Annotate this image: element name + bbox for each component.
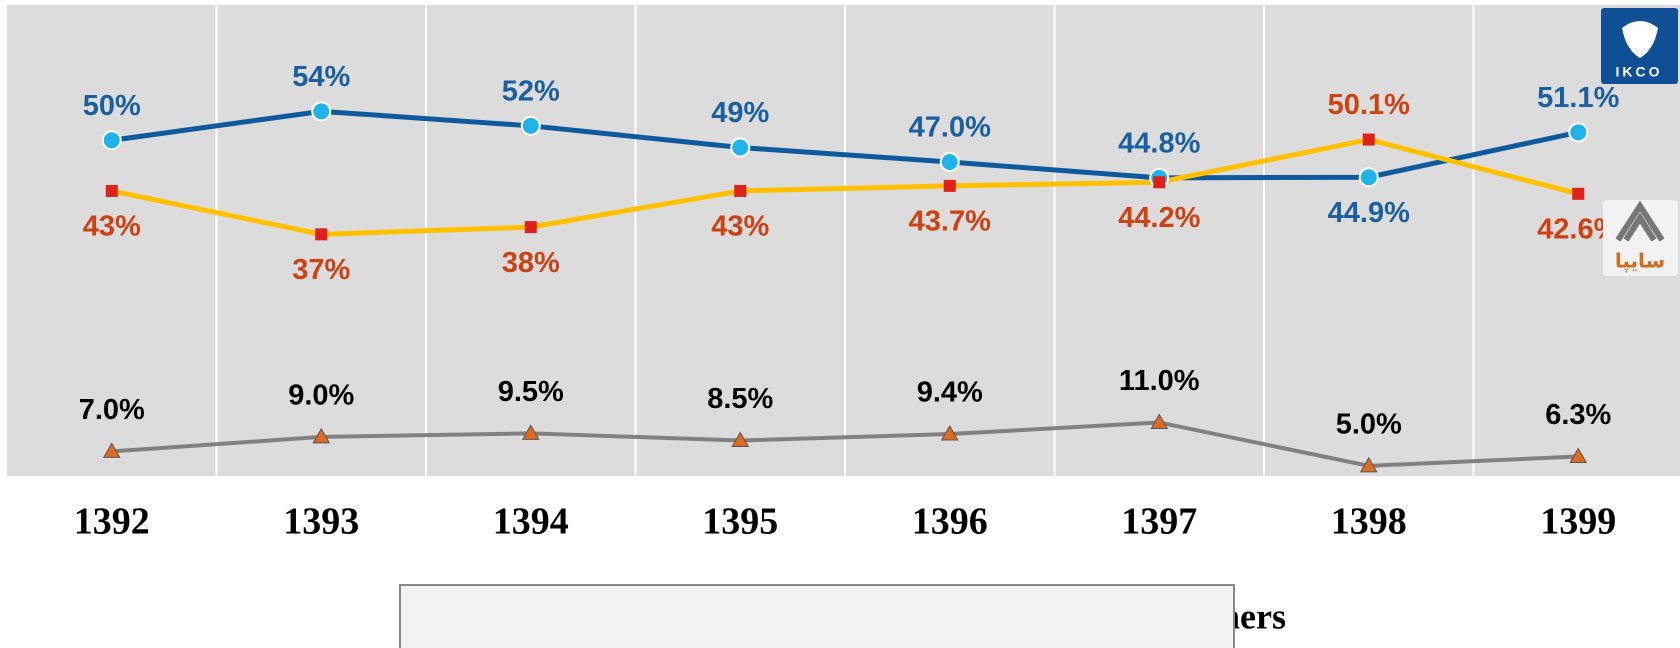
series-line [111,108,1579,181]
data-label: 43.7% [909,206,991,238]
marker [101,130,122,151]
marker [311,101,332,122]
data-label: 54% [292,61,350,93]
marker [731,431,750,448]
x-tick-label: 1395 [702,501,778,543]
marker [312,427,331,444]
marker [1569,447,1588,463]
marker [520,115,541,136]
x-tick-label: 1397 [1121,501,1197,543]
series-line [111,420,1579,468]
data-label: 9.4% [917,377,983,409]
marker [734,184,747,197]
marker [943,179,956,192]
data-label: 11.0% [1119,365,1200,397]
saipa-logo: سايپا [1603,200,1678,276]
data-label: 38% [502,247,560,279]
marker [102,442,121,458]
marker [1362,133,1375,146]
data-label: 50% [83,90,141,122]
data-label: 49% [711,97,769,129]
legend [399,584,1235,648]
data-label: 51.1% [1537,82,1619,114]
data-label: 44.8% [1118,128,1200,160]
x-tick-label: 1393 [283,501,359,543]
x-tick-label: 1398 [1331,501,1407,543]
marker [524,221,537,234]
data-label: 47.0% [909,112,991,144]
marker [1358,167,1379,188]
data-label: 43% [83,211,141,243]
x-tick-label: 1399 [1540,501,1616,543]
marker [521,424,540,440]
data-label: 44.9% [1328,197,1410,229]
logo-text: IKCO [1616,64,1663,80]
x-tick-label: 1396 [912,501,988,543]
data-label: 44.2% [1118,202,1200,234]
marker [1150,413,1169,429]
logo-text: سايپا [1615,249,1665,274]
data-label: 50.1% [1328,89,1410,121]
marker [1568,122,1589,143]
marker [105,184,118,197]
plot-area [7,5,1680,476]
marker [939,152,960,172]
ikco-logo: IKCO [1601,8,1678,84]
data-label: 7.0% [79,394,145,426]
marker [1572,187,1585,200]
marker [730,137,751,158]
data-label: 37% [292,254,350,286]
series-line [111,137,1579,237]
data-label: 9.0% [288,380,354,412]
data-label: 5.0% [1336,409,1402,441]
data-label: 43% [711,211,769,243]
x-tick-label: 1392 [74,501,150,543]
marker [1359,456,1378,473]
marker [1153,176,1166,189]
marker [315,228,328,241]
data-label: 52% [502,75,560,107]
marker [940,425,959,441]
x-tick-label: 1394 [493,501,569,543]
data-label: 9.5% [498,376,564,408]
data-label: 8.5% [707,383,773,415]
data-label: 6.3% [1545,399,1611,431]
